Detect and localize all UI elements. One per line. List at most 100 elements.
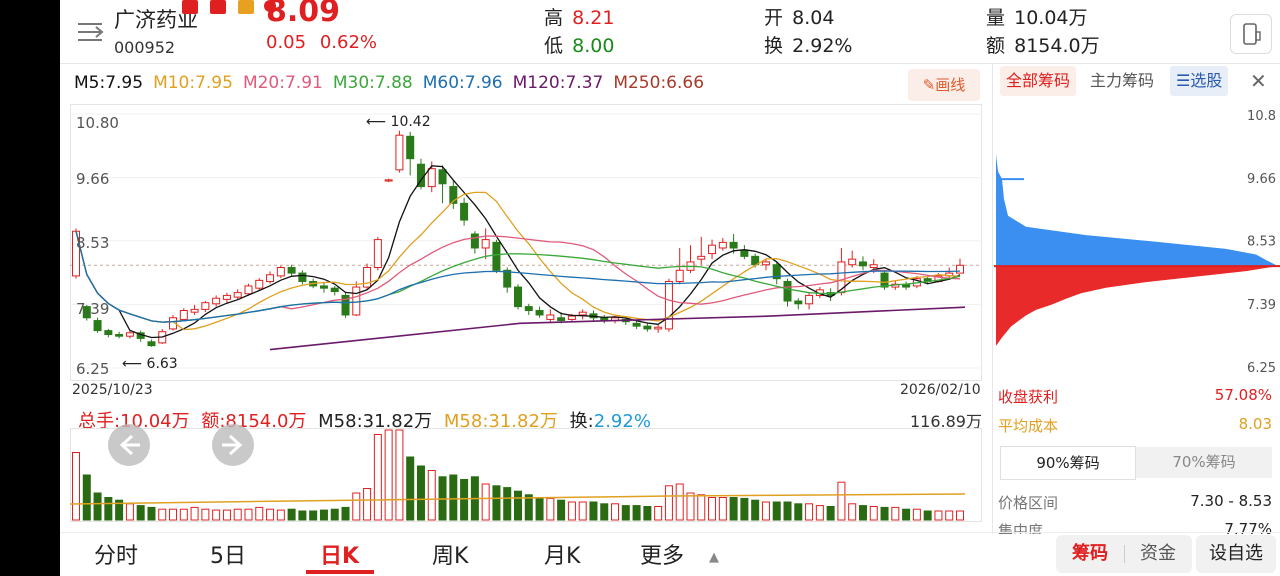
tab-more[interactable]: 更多 ▲	[640, 538, 719, 570]
quote-volume-value: 10.04万	[1014, 7, 1088, 29]
volume-amount-value: 8154.0万	[225, 411, 307, 432]
volume-bar-up	[956, 510, 964, 521]
volume-bar-up	[611, 503, 620, 521]
candle-up	[697, 255, 706, 260]
volume-bar-down	[740, 497, 749, 521]
candle-down	[794, 300, 803, 305]
volume-bar-up	[255, 506, 264, 521]
chip-button[interactable]: 筹码	[1072, 543, 1108, 564]
price-range-value: 7.30 - 8.53	[1190, 492, 1272, 510]
tab-5day[interactable]: 5日	[210, 544, 246, 569]
volume-bar-down	[449, 474, 458, 521]
candle-up	[373, 239, 382, 269]
volume-bar-up	[912, 508, 921, 521]
tab-intraday[interactable]: 分时	[94, 544, 139, 569]
menu-icon[interactable]	[76, 18, 104, 46]
volume-bar-up	[212, 509, 221, 521]
volume-bar-down	[514, 490, 522, 521]
volume-bar-down	[589, 501, 598, 521]
candle-up	[266, 274, 275, 282]
candle-down	[524, 306, 533, 312]
chart-frame	[70, 104, 982, 381]
next-arrow-button[interactable]	[212, 424, 254, 466]
volume-bar-up	[869, 506, 878, 521]
tab-all-chips[interactable]: 全部筹码	[1000, 66, 1077, 96]
quote-open-label: 开	[764, 7, 784, 29]
tab-main-chips[interactable]: 主力筹码	[1090, 71, 1155, 90]
volume-bar-down	[524, 494, 533, 521]
tab-daily-k[interactable]: 日K	[320, 544, 360, 569]
quote-amount-label: 额	[986, 35, 1006, 57]
candle-up	[190, 308, 199, 313]
kline-chart[interactable]	[70, 104, 982, 404]
avg-cost-value: 8.03	[1238, 415, 1272, 433]
candle-down	[492, 241, 501, 271]
candle-down	[93, 320, 102, 332]
chip-loss-area	[996, 266, 1278, 346]
tab-70-chips[interactable]: 70%筹码	[1136, 447, 1272, 478]
candle-down	[82, 306, 91, 319]
candle-down	[740, 250, 749, 257]
volume-bar-down	[460, 479, 469, 521]
volume-bar-up	[201, 508, 210, 521]
max-annotation: ⟵ 10.42	[366, 114, 431, 130]
volume-bar-down	[632, 505, 641, 521]
close-icon[interactable]: ✕	[1250, 69, 1267, 93]
ma5-line	[75, 165, 961, 339]
volume-bar-up	[395, 429, 404, 521]
volume-bar-up	[761, 501, 770, 521]
candle-down	[115, 334, 124, 337]
volume-bar-down	[298, 510, 307, 521]
tab-monthly-k[interactable]: 月K	[544, 544, 581, 569]
quote-amount-value: 8154.0万	[1014, 35, 1100, 57]
volume-bar-up	[158, 508, 167, 521]
ma120-line	[269, 306, 966, 351]
candle-down	[772, 264, 781, 280]
candle-up	[956, 264, 964, 274]
candle-up	[179, 310, 188, 320]
tab-90-chips[interactable]: 90%筹码	[1000, 446, 1136, 480]
quote-low-value: 8.00	[572, 35, 615, 57]
ma-legend: M5:7.95 M10:7.95 M20:7.91 M30:7.88 M60:7.96 M…	[74, 73, 714, 93]
volume-bar-down	[643, 506, 652, 521]
toggle-divider	[1124, 545, 1125, 563]
volume-chart[interactable]	[70, 428, 982, 522]
quote-low-label: 低	[544, 35, 564, 57]
pencil-icon: ✎	[922, 76, 936, 94]
candle-down	[341, 294, 350, 316]
active-tab-indicator	[306, 570, 374, 574]
tab-select-stock[interactable]: ☰选股	[1170, 66, 1229, 96]
candle-up	[201, 302, 210, 310]
ma-label-2: M20:7.91	[242, 73, 323, 93]
volume-bar-up	[686, 492, 695, 521]
prev-arrow-button[interactable]	[108, 424, 150, 466]
volume-bar-down	[621, 505, 630, 521]
candle-down	[783, 280, 792, 302]
phone-icon[interactable]	[1230, 14, 1272, 54]
candle-up	[664, 280, 673, 330]
tab-select-stock-label: 选股	[1190, 71, 1223, 90]
stock-code: 000952	[114, 38, 176, 57]
candle-down	[858, 261, 867, 267]
volume-bar-up	[675, 483, 684, 521]
left-arrow-icon	[119, 434, 140, 456]
volume-bar-down	[729, 497, 738, 521]
fund-button[interactable]: 资金	[1140, 543, 1176, 564]
candle-up	[384, 179, 393, 182]
candle-down	[104, 330, 113, 336]
volume-bar-down	[406, 456, 415, 521]
ma10-line	[75, 191, 961, 331]
volume-bar-down	[309, 510, 318, 521]
badge-icons	[182, 0, 276, 14]
volume-bar-up	[352, 492, 361, 521]
volume-bar-up	[934, 510, 943, 521]
y-tick-10.80: 10.80	[76, 114, 119, 132]
quote-high: 高 8.21	[544, 3, 614, 30]
draw-line-button[interactable]: ✎画线	[908, 69, 980, 101]
volume-total-label: 总手:	[78, 411, 121, 432]
add-watchlist-button[interactable]: 设自选	[1209, 543, 1263, 564]
tab-weekly-k[interactable]: 周K	[432, 544, 469, 569]
ma-label-5: M120:7.37	[512, 73, 604, 93]
volume-bar-up	[718, 497, 727, 521]
chip-y-tick: 9.66	[1247, 172, 1276, 187]
